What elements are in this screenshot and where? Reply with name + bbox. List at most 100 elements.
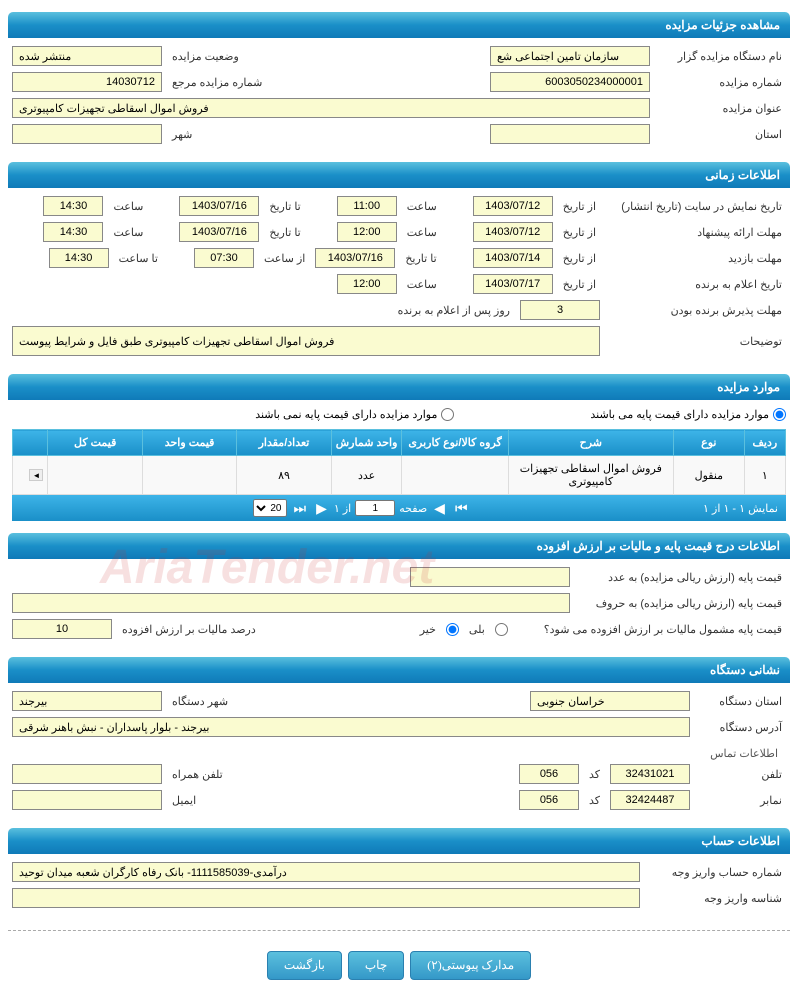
province-label: استان [656, 128, 786, 141]
code2-field: 056 [519, 790, 579, 810]
th-group: گروه کالا/نوع کاربری [402, 430, 508, 456]
to-label-1: تا تاریخ [265, 200, 304, 213]
pager-page-label: صفحه [399, 502, 427, 515]
vat-q-label: قیمت پایه مشمول مالیات بر ارزش افزوده می… [540, 623, 786, 636]
ref-no-field: 14030712 [12, 72, 162, 92]
offer-label: مهلت ارائه پیشنهاد [606, 226, 786, 239]
to-hour-label: تا ساعت [115, 252, 162, 265]
ref-no-label: شماره مزایده مرجع [168, 76, 266, 89]
auction-no-field: 6003050234000001 [490, 72, 650, 92]
notes-field: فروش اموال اسقاطی تجهیزات کامپیوتری طبق … [12, 326, 600, 356]
pager-page-input[interactable] [355, 500, 395, 516]
hour-label-3: ساعت [403, 226, 441, 239]
vat-yes-label: بلی [465, 623, 489, 636]
offer-hour2: 14:30 [43, 222, 103, 242]
th-row: ردیف [744, 430, 785, 456]
attachments-button[interactable]: مدارک پیوستی(۲) [410, 951, 531, 980]
code-label-1: کد [585, 768, 604, 781]
acc-label: شماره حساب واریز وجه [646, 866, 786, 879]
acc-id-field [12, 888, 640, 908]
acc-field: درآمدی-1111585039- بانک رفاه کارگران شعب… [12, 862, 640, 882]
base-num-label: قیمت پایه (ارزش ریالی مزایده) به عدد [576, 571, 786, 584]
visit-to-hour: 14:30 [49, 248, 109, 268]
offer-from: 1403/07/12 [473, 222, 553, 242]
display-to: 1403/07/16 [179, 196, 259, 216]
org-name-label: نام دستگاه مزایده گزار [656, 50, 786, 63]
email-label: ایمیل [168, 794, 200, 807]
back-button[interactable]: بازگشت [267, 951, 342, 980]
pager-first-icon[interactable]: ⏮ [452, 500, 471, 517]
status-label: وضعیت مزایده [168, 50, 243, 63]
to-label-3: تا تاریخ [401, 252, 440, 265]
display-from: 1403/07/12 [473, 196, 553, 216]
cell-type: منقول [673, 456, 744, 495]
radio-has-price[interactable] [773, 408, 786, 421]
fax-field: 32424487 [610, 790, 690, 810]
accept-suffix: روز پس از اعلام به برنده [394, 304, 514, 317]
cell-unit: عدد [331, 456, 402, 495]
title-field: فروش اموال اسقاطی تجهیزات کامپیوتری [12, 98, 650, 118]
org-province-label: استان دستگاه [696, 695, 786, 708]
vat-no-radio[interactable] [446, 623, 459, 636]
title-label: عنوان مزایده [656, 102, 786, 115]
divider [8, 930, 790, 931]
cell-qty: ۸۹ [237, 456, 331, 495]
acc-id-label: شناسه واریز وجه [646, 892, 786, 905]
print-button[interactable]: چاپ [348, 951, 404, 980]
org-province-field: خراسان جنوبی [530, 691, 690, 711]
vat-no-label: خیر [416, 623, 440, 636]
cell-total [48, 456, 142, 495]
mobile-field [12, 764, 162, 784]
province-field [490, 124, 650, 144]
base-num-field [410, 567, 570, 587]
pager-last-icon[interactable]: ⏭ [291, 500, 310, 517]
radio-no-price-label: موارد مزایده دارای قیمت پایه نمی باشند [255, 408, 437, 421]
accept-days: 3 [520, 300, 600, 320]
section-items-header: موارد مزایده [8, 374, 790, 400]
pager-prev-icon[interactable]: ◀ [431, 500, 448, 517]
visit-from-hour: 07:30 [194, 248, 254, 268]
pager-of-label: از ۱ [334, 502, 351, 515]
phone-field: 32431021 [610, 764, 690, 784]
auction-no-label: شماره مزایده [656, 76, 786, 89]
city-field [12, 124, 162, 144]
radio-no-price[interactable] [441, 408, 454, 421]
th-total: قیمت کل [48, 430, 142, 456]
pager-size-select[interactable]: 20 [253, 499, 287, 517]
hour-label-4: ساعت [109, 226, 147, 239]
announce-from: 1403/07/17 [473, 274, 553, 294]
from-label-4: از تاریخ [559, 278, 600, 291]
hour-label-1: ساعت [403, 200, 441, 213]
display-label: تاریخ نمایش در سایت (تاریخ انتشار) [606, 200, 786, 213]
section-account-header: اطلاعات حساب [8, 828, 790, 854]
display-hour2: 14:30 [43, 196, 103, 216]
base-txt-label: قیمت پایه (ارزش ریالی مزایده) به حروف [576, 597, 786, 610]
th-type: نوع [673, 430, 744, 456]
display-hour1: 11:00 [337, 196, 397, 216]
pager-next-icon[interactable]: ▶ [313, 500, 330, 517]
scroll-right-icon[interactable]: ◄ [29, 469, 43, 481]
base-txt-field [12, 593, 570, 613]
vat-pct-label: درصد مالیات بر ارزش افزوده [118, 623, 260, 636]
notes-label: توضیحات [606, 335, 786, 348]
vat-yes-radio[interactable] [495, 623, 508, 636]
hour-label-2: ساعت [109, 200, 147, 213]
section-pricing-header: اطلاعات درج قیمت پایه و مالیات بر ارزش ا… [8, 533, 790, 559]
org-addr-label: آدرس دستگاه [696, 721, 786, 734]
table-row[interactable]: ۱ منقول فروش اموال اسقاطی تجهیزات کامپیو… [13, 456, 786, 495]
offer-hour1: 12:00 [337, 222, 397, 242]
vat-pct-field: 10 [12, 619, 112, 639]
city-label: شهر [168, 128, 196, 141]
contact-sub-label: اطلاعات تماس [12, 743, 786, 764]
from-hour-label: از ساعت [260, 252, 309, 265]
to-label-2: تا تاریخ [265, 226, 304, 239]
org-addr-field: بیرجند - بلوار پاسداران - نبش باهنر شرقی [12, 717, 690, 737]
status-field: منتشر شده [12, 46, 162, 66]
cell-uprice [142, 456, 236, 495]
announce-label: تاریخ اعلام به برنده [606, 278, 786, 291]
from-label-1: از تاریخ [559, 200, 600, 213]
th-desc: شرح [508, 430, 673, 456]
th-unit: واحد شمارش [331, 430, 402, 456]
email-field [12, 790, 162, 810]
org-city-field: بیرجند [12, 691, 162, 711]
